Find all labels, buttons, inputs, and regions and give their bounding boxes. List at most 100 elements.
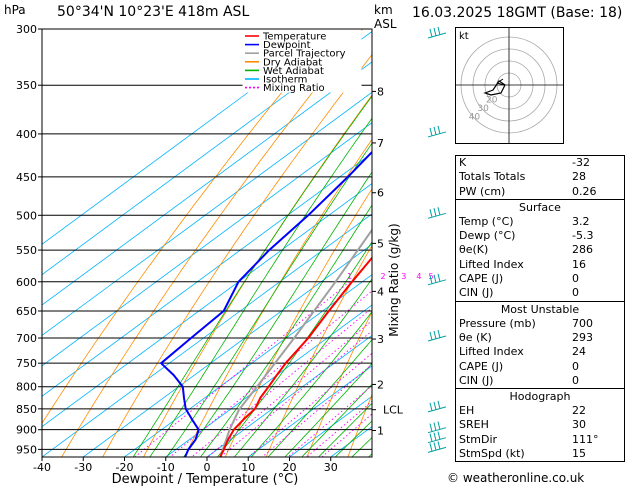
row-value: 0 <box>572 286 579 300</box>
legend-label: Wet Adiabat <box>263 66 324 77</box>
row-value: -32 <box>572 156 590 169</box>
table-row: Lifted Index 16 <box>456 258 624 272</box>
pressure-tick-label: 300 <box>16 23 37 36</box>
table-row: Dewp (°C) -5.3 <box>456 229 624 243</box>
wet-adiabat-line <box>318 402 372 457</box>
most-unstable-title: Most Unstable <box>500 302 580 316</box>
mixing-ratio-line <box>306 400 372 457</box>
row-value: 111° <box>572 432 599 446</box>
row-key: CAPE (J) <box>459 359 504 373</box>
wind-barb-icon <box>427 441 447 453</box>
wet-adiabat-line <box>301 383 372 457</box>
wet-adiabat-line <box>250 311 372 457</box>
table-row: CIN (J) 0 <box>456 286 624 300</box>
table-row: CIN (J) 0 <box>456 374 624 388</box>
row-value: 0.26 <box>572 184 597 198</box>
table-row: θe(K) 286 <box>456 243 624 257</box>
km-label: km <box>374 3 393 17</box>
isotherm-line <box>42 31 372 276</box>
wind-barb-icon <box>427 421 447 434</box>
row-value: 700 <box>572 316 593 330</box>
dry-adiabat-line <box>61 29 364 457</box>
km-tick-label: 6 <box>377 187 384 200</box>
isotherm-line <box>42 213 372 457</box>
isotherm-line <box>42 182 372 428</box>
most-unstable-box: Most Unstable Pressure (mb) 700 θe (K) 293 L… <box>455 301 625 390</box>
wind-barb-icon <box>427 329 447 342</box>
mixing-ratio-axis-label: Mixing Ratio (g/kg) <box>387 223 401 336</box>
indices-box: K -32 Totals Totals 28 PW (cm) 0.26 <box>455 155 625 200</box>
legend-box <box>242 29 362 93</box>
legend-label: Parcel Trajectory <box>263 49 346 60</box>
table-row: Temp (°C) 3.2 <box>456 215 624 229</box>
dry-adiabat-line <box>430 29 455 457</box>
copyright: © weatheronline.co.uk <box>447 471 585 485</box>
row-key: Lifted Index <box>459 345 524 359</box>
mixing-ratio-label: 2 <box>381 272 386 281</box>
row-key: Dewp (°C) <box>459 229 516 243</box>
mixing-ratio-line <box>169 290 372 457</box>
table-row: K -32 <box>456 156 624 170</box>
wet-adiabat-line <box>183 171 372 457</box>
row-value: 24 <box>572 345 586 359</box>
table-row: StmSpd (kt) 15 <box>456 447 624 461</box>
row-key: Temp (°C) <box>459 214 514 228</box>
temperature-tick-label: -30 <box>74 461 92 474</box>
wind-barb-icon <box>427 431 447 444</box>
temperature-tick-label: 30 <box>324 461 338 474</box>
mixing-ratio-line <box>321 413 372 457</box>
asl-label: ASL <box>374 17 397 31</box>
row-value: 0 <box>572 272 579 286</box>
row-value: 16 <box>572 257 586 271</box>
table-row: PW (cm) 0.26 <box>456 185 624 199</box>
storm-motion-icon <box>496 78 505 86</box>
row-key: θe(K) <box>459 243 489 257</box>
hodograph-ring-label: 30 <box>477 104 489 114</box>
row-value: 3.2 <box>572 214 590 228</box>
datetime-title: 16.03.2025 18GMT (Base: 18) <box>412 5 623 21</box>
dry-adiabat-line <box>42 29 334 424</box>
legend-label: Dry Adiabat <box>263 57 322 68</box>
row-key: θe (K) <box>459 330 492 344</box>
dewpoint-line <box>160 150 372 457</box>
pressure-tick-label: 950 <box>16 443 37 456</box>
isotherm-line <box>371 456 372 457</box>
mixing-ratio-line <box>207 320 372 457</box>
mixing-ratio-line <box>248 352 372 457</box>
pressure-tick-label: 750 <box>16 357 37 370</box>
hodograph-unit: kt <box>459 31 469 42</box>
pressure-tick-label: 450 <box>16 171 37 184</box>
table-row: Pressure (mb) 700 <box>456 317 624 331</box>
row-value: 293 <box>572 330 593 344</box>
mixing-ratio-line <box>261 363 372 457</box>
legend-label: Isotherm <box>263 75 307 86</box>
isotherm-line <box>248 365 372 457</box>
hodograph-ring-label: 40 <box>469 113 481 123</box>
isotherm-line <box>42 91 372 336</box>
wind-barb-icon <box>427 207 447 219</box>
location-title: 50°34'N 10°23'E 418m ASL <box>57 4 250 20</box>
hodograph-table-title: Hodograph <box>509 390 571 404</box>
x-axis-label: Dewpoint / Temperature (°C) <box>112 472 299 486</box>
mixing-ratio-line <box>134 281 350 457</box>
row-value: 286 <box>572 243 593 257</box>
table-row: CAPE (J) 0 <box>456 360 624 374</box>
legend-label: Temperature <box>262 32 326 43</box>
wet-adiabat-line <box>200 204 372 457</box>
temperature-tick-label: 10 <box>241 461 255 474</box>
temperature-tick-label: -40 <box>33 461 51 474</box>
km-tick-label: 3 <box>377 333 384 346</box>
wind-barb-icon <box>427 273 447 286</box>
pressure-tick-label: 650 <box>16 305 37 318</box>
pressure-tick-label: 400 <box>16 128 37 141</box>
pressure-tick-label: 700 <box>16 332 37 345</box>
table-row: Lifted Index 24 <box>456 345 624 359</box>
pressure-tick-label: 550 <box>16 244 37 257</box>
temperature-tick-label: -10 <box>157 461 175 474</box>
isotherm-line <box>165 304 372 457</box>
table-row: SREH 30 <box>456 418 624 432</box>
row-key: CIN (J) <box>459 286 494 300</box>
hpa-label: hPa <box>4 3 26 17</box>
